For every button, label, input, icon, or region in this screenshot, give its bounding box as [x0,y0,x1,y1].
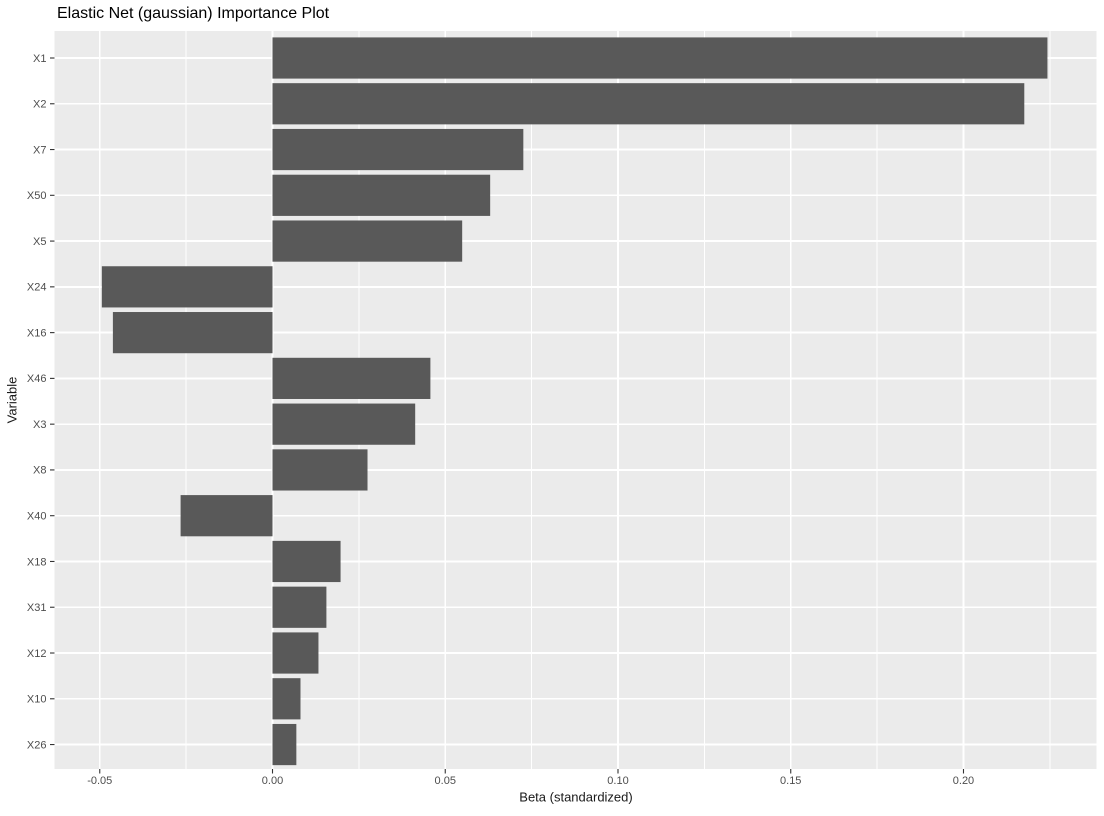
bar-X18 [272,540,341,583]
x-tick-label-0.05: 0.05 [435,775,456,787]
y-tick-label-X50: X50 [27,190,47,202]
bar-X2 [272,83,1025,125]
y-tick-label-X5: X5 [33,236,46,248]
bar-X8 [272,449,368,491]
y-tick-label-X40: X40 [27,511,47,523]
y-tick-label-X46: X46 [27,373,47,385]
x-tick-label-0.20: 0.20 [953,775,974,787]
plot-title: Elastic Net (gaussian) Importance Plot [57,5,330,22]
bar-X12 [272,632,319,674]
y-tick-label-X12: X12 [27,648,47,660]
y-tick-label-X18: X18 [27,556,47,568]
y-tick-label-X7: X7 [33,144,46,156]
bar-X40 [180,495,273,537]
y-tick-label-X3: X3 [33,419,46,431]
x-axis-title: Beta (standardized) [519,789,633,805]
y-tick-label-X1: X1 [33,53,46,65]
y-tick-label-X10: X10 [27,694,47,706]
bar-X10 [272,678,301,720]
x-tick-label-0.10: 0.10 [607,775,628,787]
x-tick-label-0.00: 0.00 [262,775,283,787]
bar-X31 [272,586,327,628]
bar-X7 [272,128,524,171]
bar-X5 [272,220,463,262]
bar-X24 [101,266,273,308]
x-tick-label-0.15: 0.15 [780,775,801,787]
bar-X26 [272,723,297,766]
y-tick-label-X16: X16 [27,327,47,339]
bar-X1 [272,37,1048,79]
y-tick-label-X26: X26 [27,739,47,751]
bar-X50 [272,174,491,216]
y-tick-label-X2: X2 [33,99,46,111]
bar-X46 [272,357,431,399]
bar-X3 [272,403,416,445]
y-tick-label-X8: X8 [33,465,46,477]
y-tick-label-X31: X31 [27,602,47,614]
plot-panel [54,31,1097,769]
bar-X16 [112,312,273,354]
y-tick-label-X24: X24 [27,282,47,294]
x-tick-label--0.05: -0.05 [87,775,112,787]
